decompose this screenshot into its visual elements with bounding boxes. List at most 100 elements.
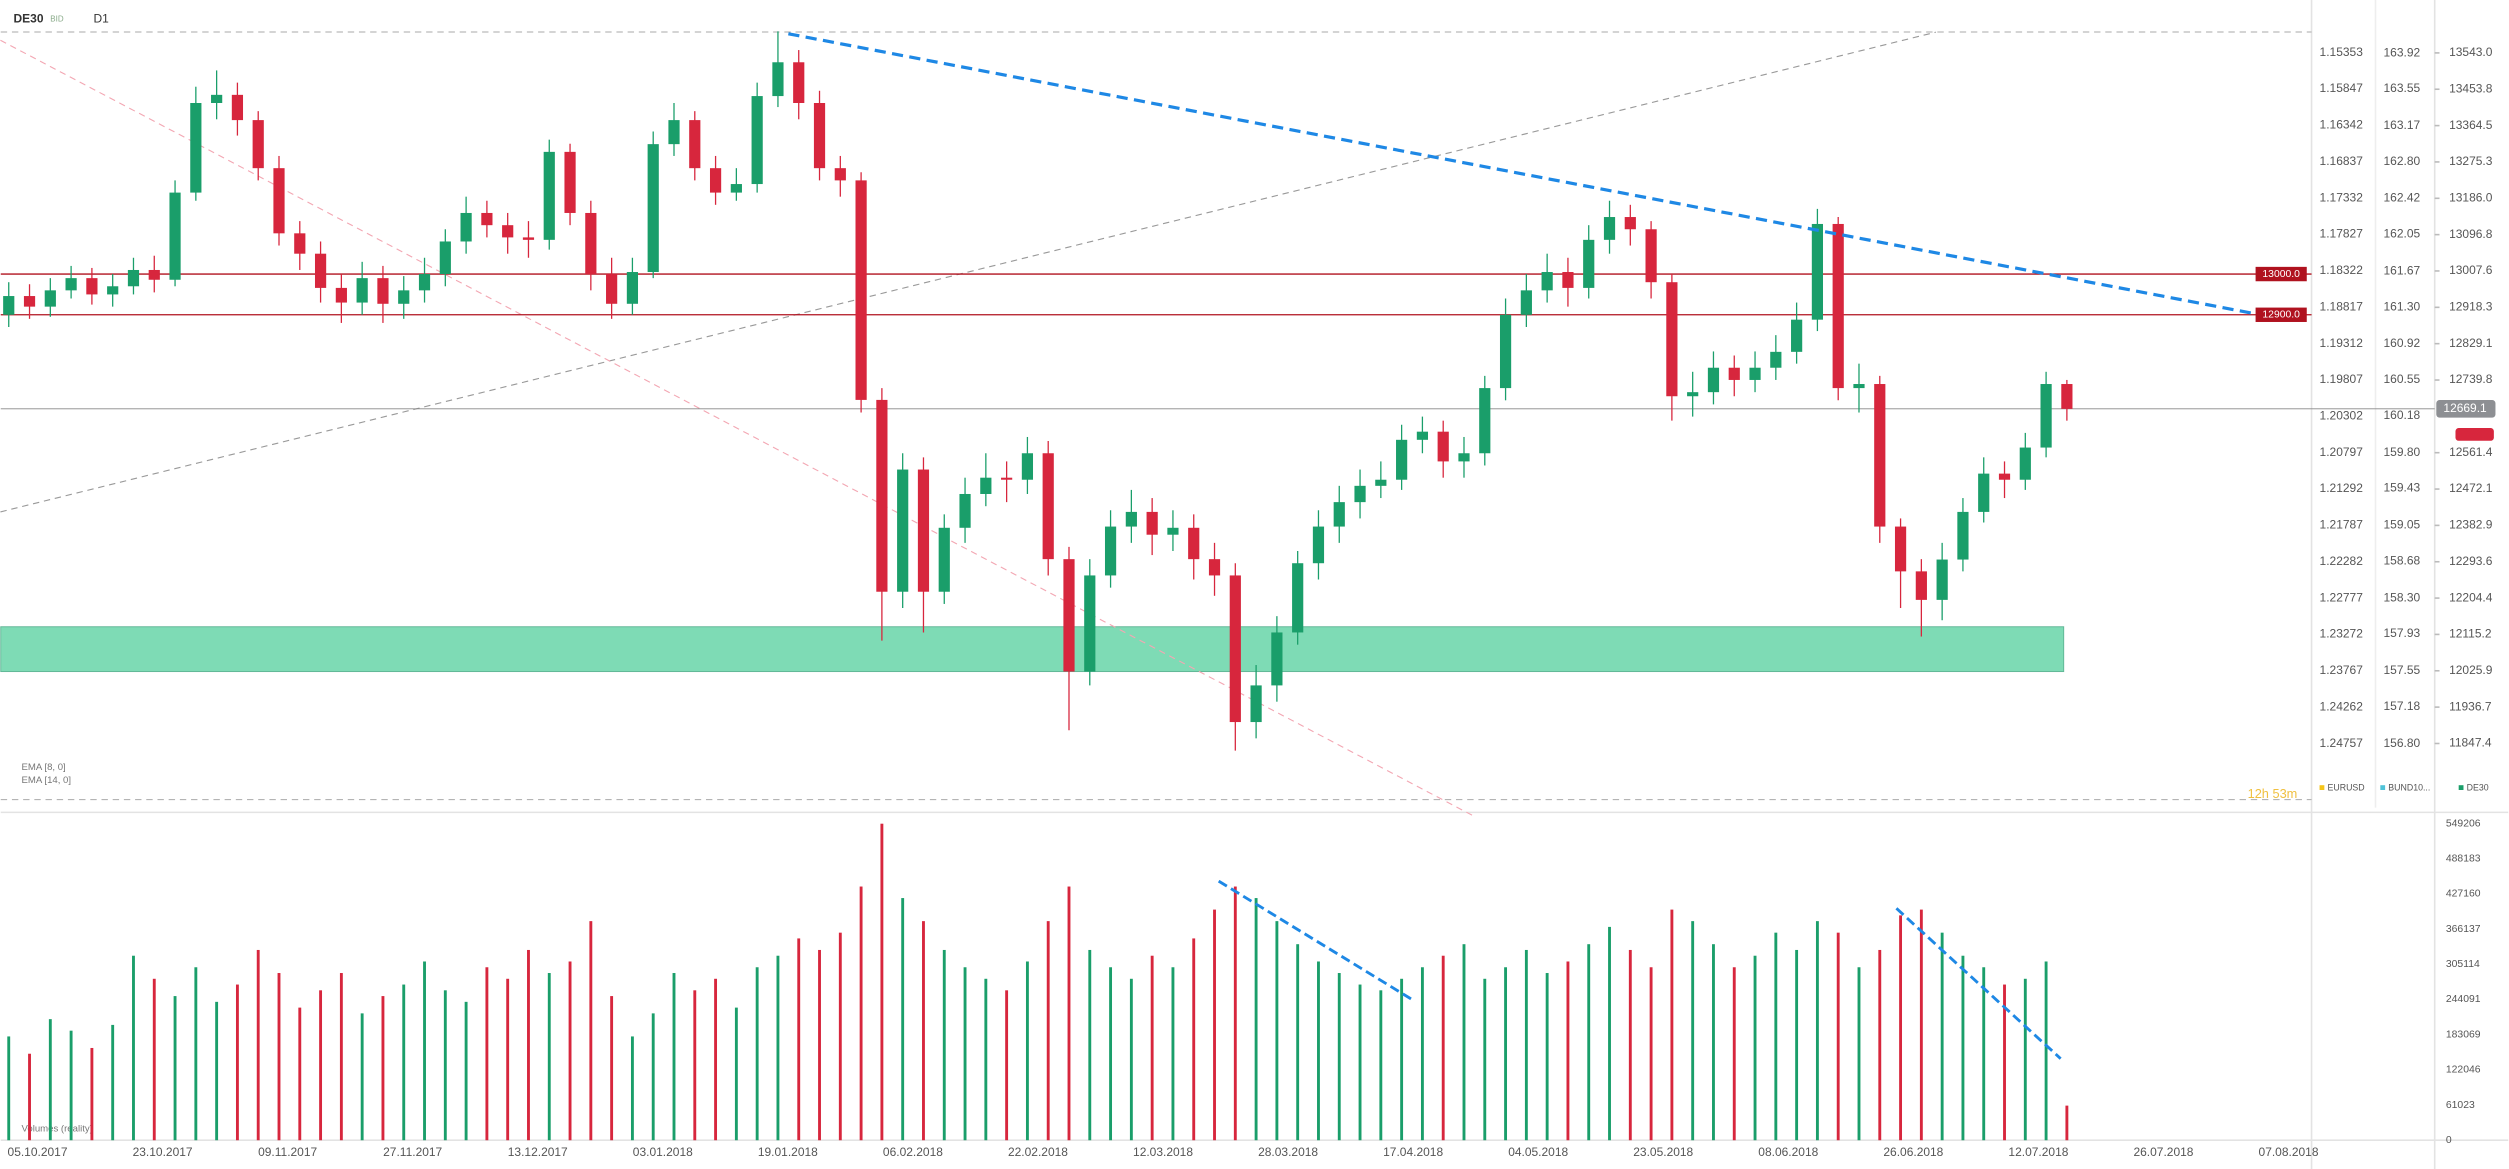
volume-bar	[1296, 944, 1300, 1141]
bund-tick-label: 161.30	[2384, 299, 2421, 313]
candle-body	[1645, 229, 1657, 283]
volume-bar	[1504, 967, 1508, 1141]
candle-body	[1603, 217, 1616, 240]
volume-bar	[901, 898, 905, 1141]
volume-trendline	[1895, 907, 2062, 1060]
volume-tick-label: 305114	[2446, 959, 2480, 970]
indicator-label[interactable]: Volumes (reality)	[22, 1124, 93, 1135]
volume-bar	[1046, 921, 1050, 1141]
legend-swatch	[2458, 785, 2464, 790]
y-tick-label: 13453.8	[2449, 81, 2493, 95]
bund-tick-label: 161.67	[2384, 263, 2421, 277]
volume-bar	[1566, 961, 1570, 1141]
volume-bar	[1899, 915, 1903, 1141]
volume-bar	[1878, 949, 1882, 1141]
candle-body	[1749, 367, 1761, 380]
eurusd-tick-label: 1.19807	[2320, 372, 2364, 386]
volume-bar	[2003, 984, 2006, 1141]
volume-bar	[1067, 886, 1071, 1141]
bund-tick-label: 159.80	[2384, 445, 2421, 459]
candle-body	[1021, 453, 1034, 480]
volume-bar	[1815, 921, 1819, 1141]
candle-body	[897, 469, 909, 592]
y-tick-label: 13096.8	[2449, 227, 2493, 241]
volume-bar	[2023, 978, 2027, 1141]
candle-body	[127, 269, 140, 287]
volume-bar	[1192, 938, 1196, 1141]
guide-line	[0, 39, 1473, 816]
candle-body	[959, 493, 971, 528]
candle-body	[1437, 431, 1449, 462]
volume-bar	[1774, 932, 1778, 1141]
indicator-label[interactable]: EMA [14, 0]	[22, 775, 72, 786]
volume-bar	[1628, 949, 1632, 1141]
candle-body	[772, 62, 784, 97]
eurusd-tick-label: 1.16837	[2320, 154, 2364, 168]
bund-tick-label: 156.80	[2384, 736, 2421, 750]
candle-body	[1229, 575, 1241, 723]
y-tick-label: 12561.4	[2449, 445, 2493, 459]
candle-body	[1375, 479, 1387, 486]
candle-body	[2019, 447, 2031, 480]
volume-bar	[28, 1053, 31, 1141]
candle-body	[876, 399, 888, 592]
volume-bar	[1379, 990, 1383, 1141]
bund-tick-label: 160.55	[2384, 372, 2421, 386]
candle-body	[668, 120, 680, 145]
level-label: 12900.0	[2262, 310, 2300, 321]
volume-bar	[1005, 990, 1009, 1141]
volume-bar	[360, 1013, 364, 1141]
volume-bar	[1462, 944, 1466, 1141]
candle-body	[647, 144, 659, 273]
candle-body	[377, 278, 389, 304]
last-price-tag-change	[2455, 428, 2494, 441]
eurusd-tick-label: 1.18817	[2320, 299, 2364, 313]
volume-bar	[1524, 949, 1528, 1141]
volume-bar	[1150, 955, 1154, 1141]
volume-bar	[776, 955, 780, 1141]
timer: 12h 53m	[2248, 786, 2298, 801]
volume-bar	[1317, 961, 1320, 1141]
candle-body	[522, 237, 535, 240]
volume-bar	[423, 961, 426, 1141]
support-zone	[0, 626, 2065, 673]
eurusd-tick-label: 1.15847	[2320, 81, 2364, 95]
volume-bar	[527, 949, 530, 1141]
candle-body	[1042, 453, 1054, 560]
volume-bar	[984, 978, 988, 1141]
volume-bar	[547, 973, 551, 1141]
candle-body	[938, 527, 950, 592]
eurusd-tick-label: 1.19312	[2320, 336, 2364, 350]
symbol[interactable]: DE30	[14, 11, 44, 25]
candle-body	[1084, 575, 1096, 672]
indicator-label[interactable]: EMA [8, 0]	[22, 762, 66, 773]
volume-bar	[1233, 886, 1237, 1141]
y-tick-label: 12472.1	[2449, 481, 2493, 495]
volume-bar	[48, 1019, 52, 1141]
timeframe[interactable]: D1	[93, 11, 109, 25]
candle-body	[398, 290, 410, 304]
candle-body	[1832, 223, 1844, 389]
legend-label: EURUSD	[2328, 783, 2365, 793]
volume-tick-label: 61023	[2446, 1100, 2475, 1111]
volume-tick-label: 366137	[2446, 924, 2481, 935]
volume-bar	[298, 1007, 302, 1141]
y-tick-label: 12829.1	[2449, 336, 2493, 350]
y-tick-label: 13543.0	[2449, 45, 2493, 59]
candle-body	[1104, 526, 1117, 576]
candle-body	[1312, 526, 1325, 564]
candle-body	[730, 184, 742, 193]
volume-tick-label: 183069	[2446, 1029, 2481, 1040]
candle-body	[1770, 351, 1782, 368]
eurusd-tick-label: 1.17332	[2320, 190, 2364, 204]
volume-bar	[173, 996, 177, 1141]
x-tick-label: 09.11.2017	[258, 1145, 317, 1159]
last-price-tag	[2436, 400, 2496, 418]
volume-bar	[1608, 926, 1611, 1141]
volume-bar	[693, 990, 697, 1141]
candle-body	[980, 477, 992, 494]
volume-bar	[111, 1024, 115, 1141]
candle-body	[356, 278, 368, 303]
volume-bar	[1420, 967, 1424, 1141]
candle-body	[1333, 502, 1345, 527]
